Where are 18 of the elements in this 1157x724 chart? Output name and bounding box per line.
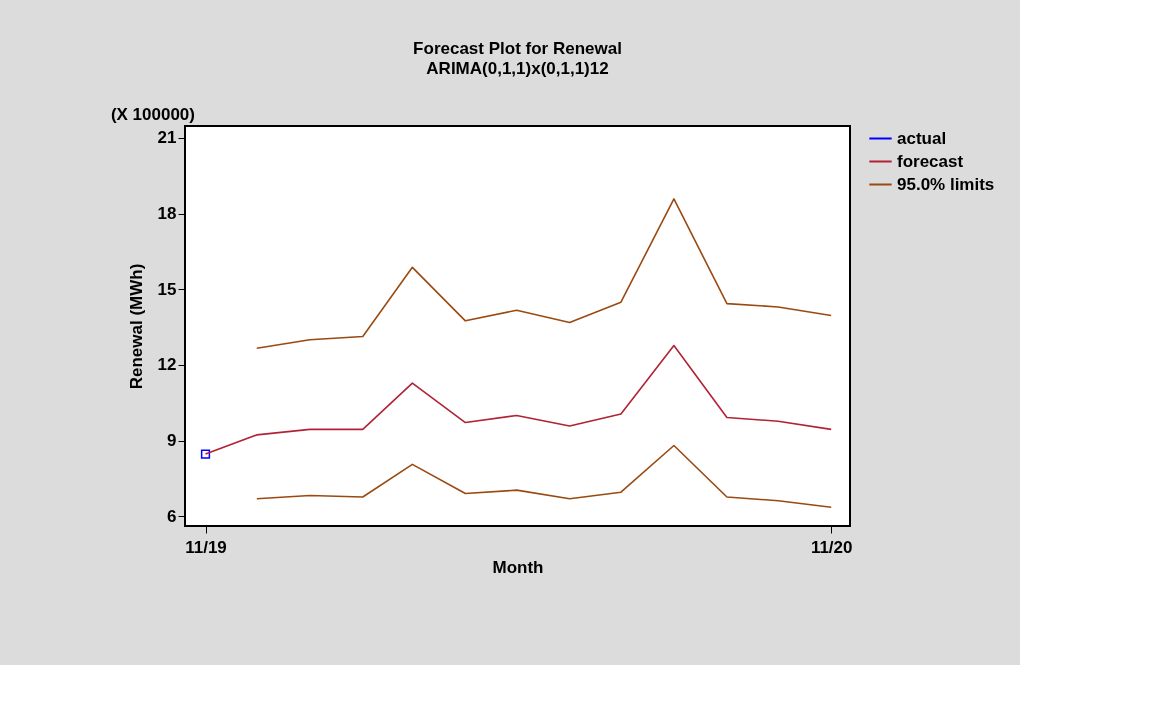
y-axis-title: Renewal (MWh) [126,263,146,390]
y-tick-label: 6 [167,506,177,526]
chart-subtitle: ARIMA(0,1,1)x(0,1,1)12 [426,59,609,78]
y-tick-label: 12 [157,355,177,375]
y-tick-label: 21 [157,128,177,148]
legend-label: forecast [897,151,964,171]
text: (X 100000) [110,105,195,124]
y-tick-label: 9 [167,431,177,451]
chart-title: Forecast Plot for Renewal [413,39,622,58]
x-axis-title: Month [492,557,544,577]
y-tick-label: 18 [157,204,177,224]
y-tick-label: 15 [157,279,177,299]
line-series [256,198,832,350]
legend-label: actual [897,128,947,148]
x-tick-label: 11/20 [810,537,853,557]
line-series [256,444,832,509]
legend-label: 95.0% limits [897,174,995,194]
x-tick-label: 11/19 [185,537,227,557]
